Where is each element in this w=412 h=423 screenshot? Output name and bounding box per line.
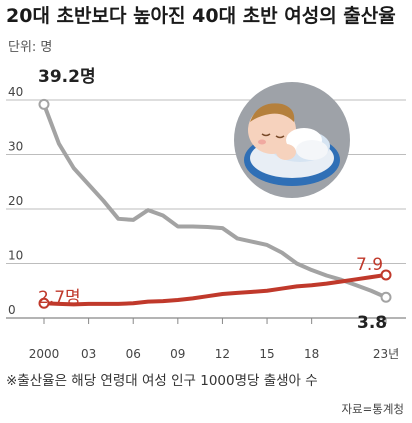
sleeping-baby-icon: [234, 82, 350, 198]
x-tick-label: 06: [126, 347, 141, 361]
y-tick-label: 20: [8, 194, 23, 208]
x-tick-label: 18: [304, 347, 319, 361]
marker-women-40s-start: [38, 98, 50, 110]
x-tick-label: 09: [170, 347, 185, 361]
chart-title: 20대 초반보다 높아진 40대 초반 여성의 출산율: [6, 5, 396, 27]
x-tick-label: 2000: [29, 347, 60, 361]
marker-women-40s-end: [380, 291, 392, 303]
label-women-20s-start: 2.7명: [38, 288, 81, 308]
unit-label: 단위: 명: [8, 40, 52, 55]
y-tick-label: 10: [8, 249, 23, 263]
y-tick-label: 0: [8, 303, 16, 317]
x-tick-label: 23년: [373, 347, 399, 361]
label-women-20s-end: 7.9: [356, 255, 383, 275]
source: 자료=통계청: [341, 402, 404, 416]
series-line-women-40s: [42, 102, 388, 300]
x-axis-ticks: 2000 03 06 09 12 15 18 23년: [29, 318, 399, 361]
label-women-40s-start: 39.2명: [38, 67, 96, 87]
x-tick-label: 03: [81, 347, 96, 361]
y-axis-ticks: 0 10 20 30 40: [8, 85, 23, 317]
x-tick-label: 12: [215, 347, 230, 361]
y-tick-label: 40: [8, 85, 23, 99]
x-tick-label: 15: [259, 347, 274, 361]
series-line-women-20s: [42, 272, 388, 307]
y-tick-label: 30: [8, 140, 23, 154]
marker-women-20s-end: [380, 269, 392, 281]
label-women-40s-end: 3.8: [357, 313, 387, 333]
marker-women-20s-start: [38, 297, 50, 309]
line-end-markers: [38, 98, 392, 309]
footnote: ※출산율은 해당 연령대 여성 인구 1000명당 출생아 수: [6, 373, 318, 389]
